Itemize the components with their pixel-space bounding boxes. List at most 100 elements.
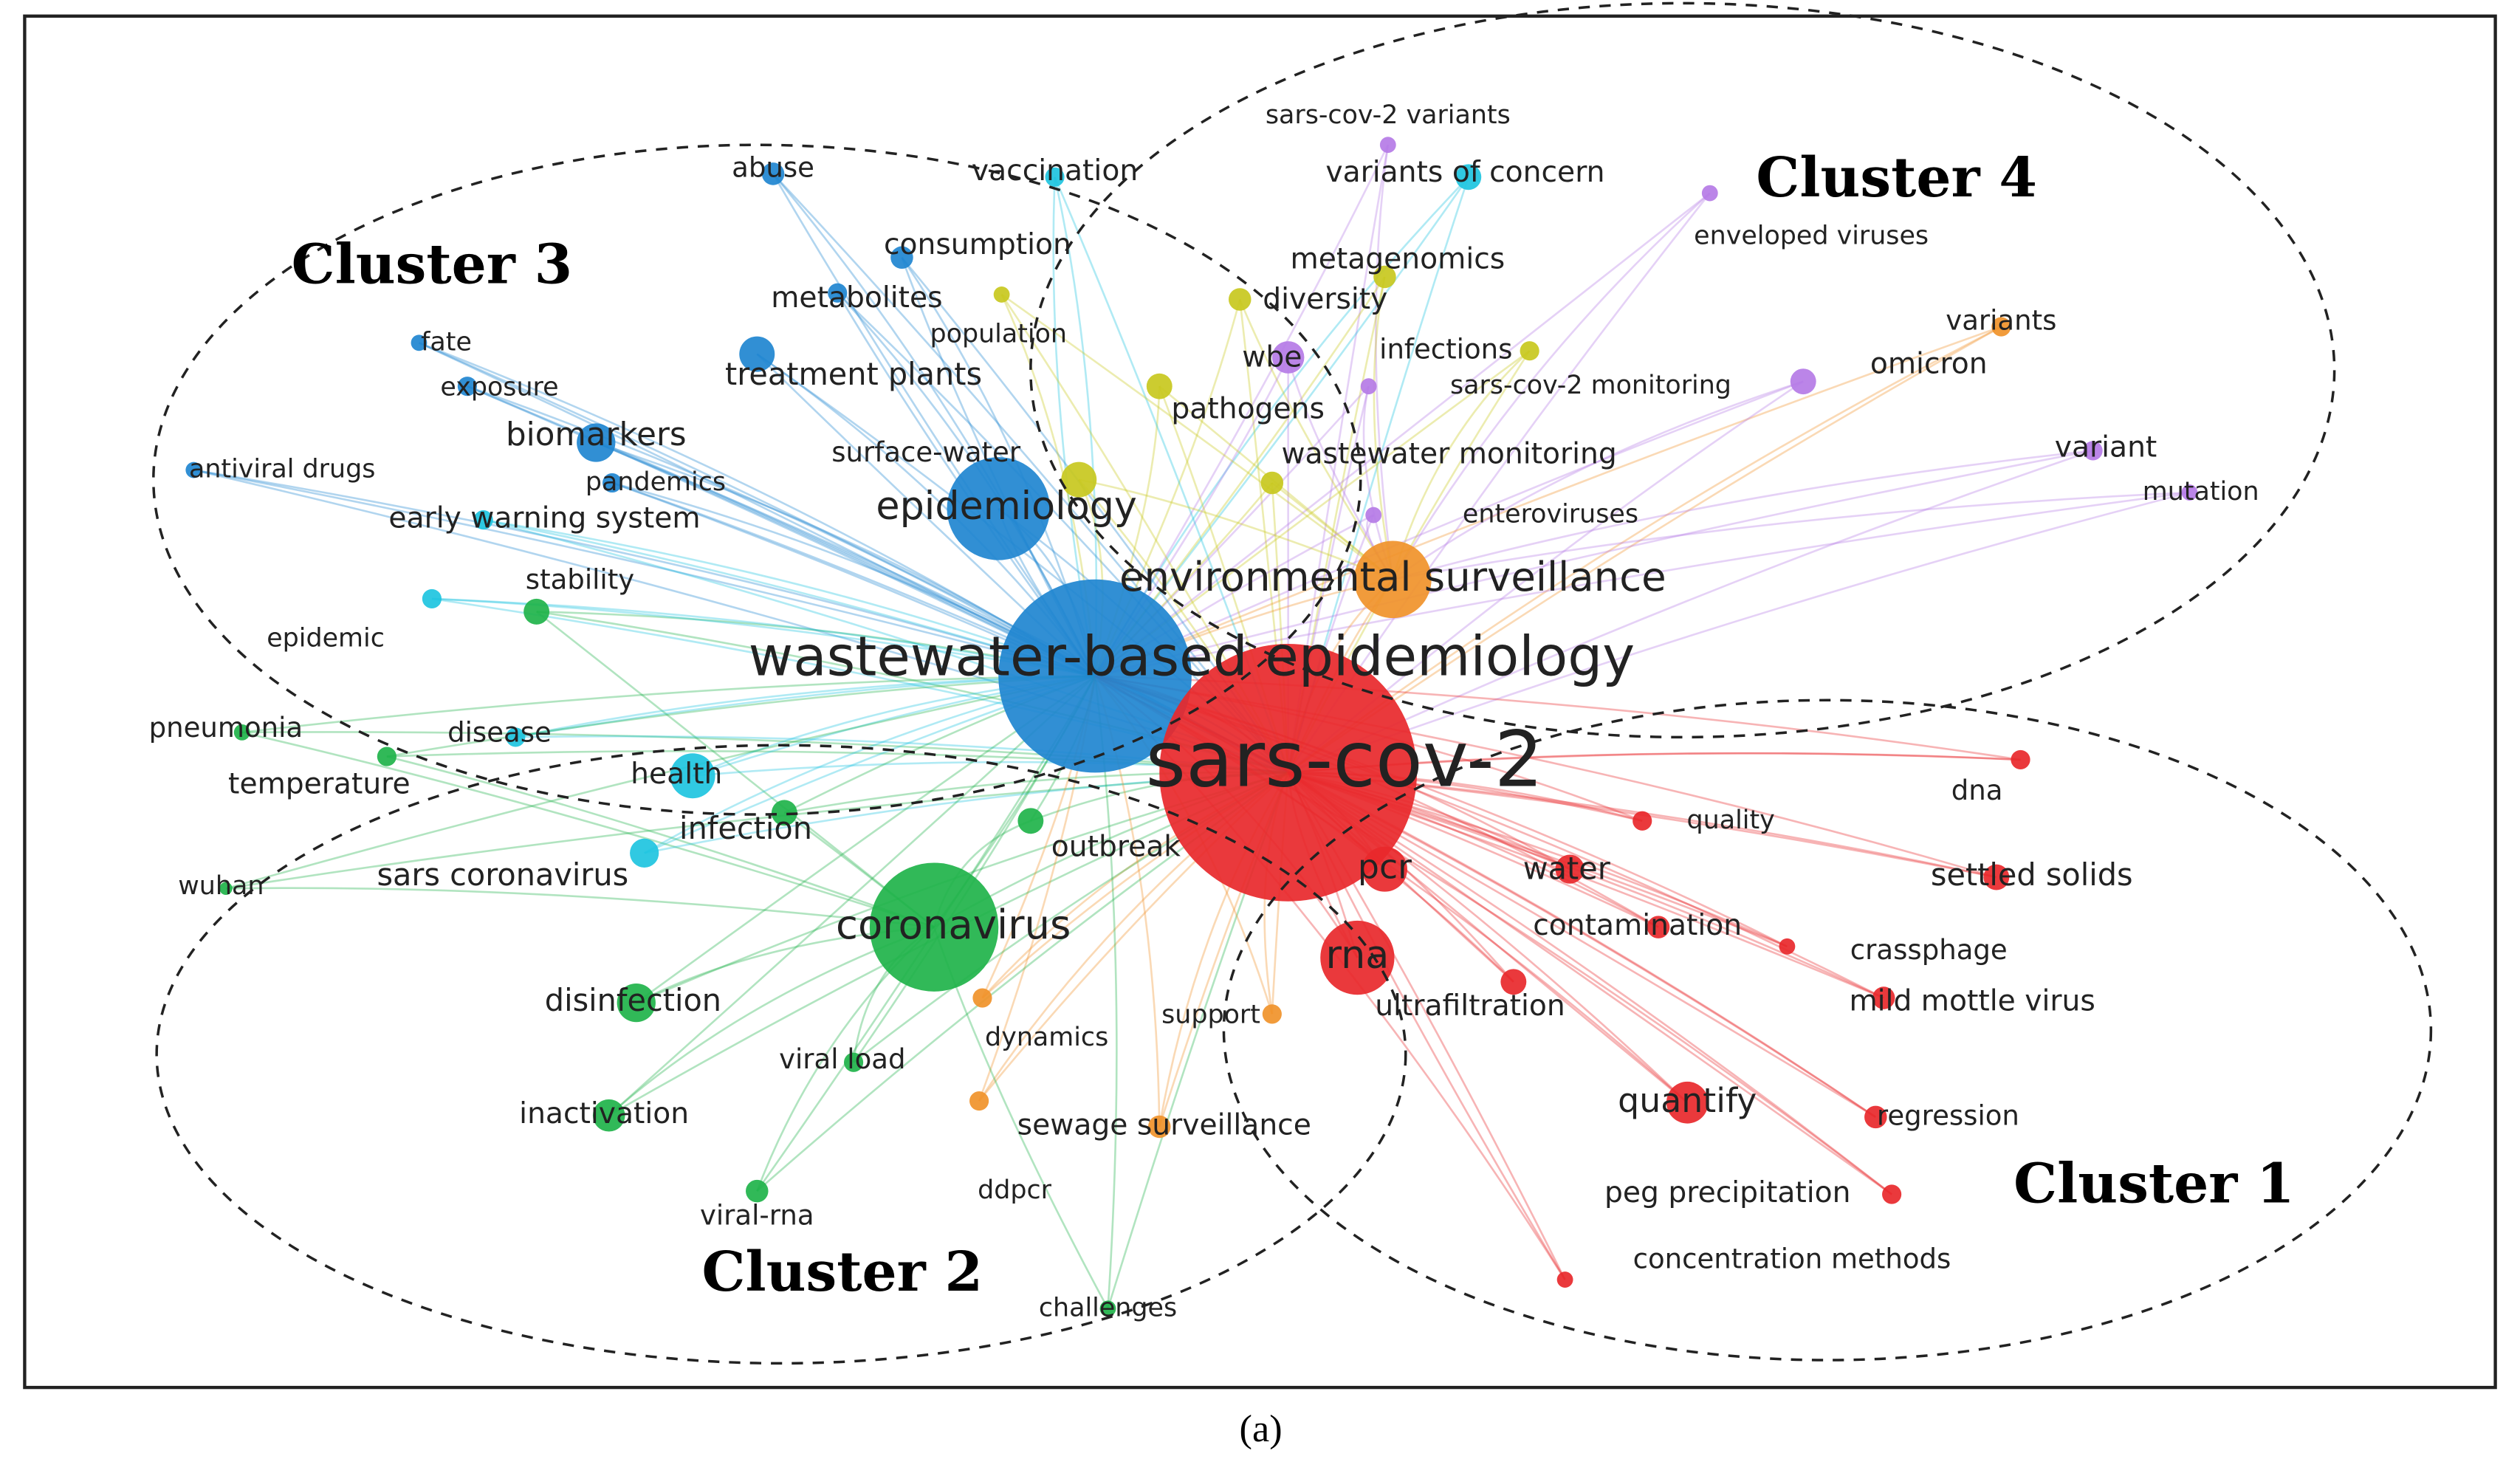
edge	[431, 597, 1096, 677]
node	[1555, 854, 1585, 884]
node-label: rna	[1325, 933, 1389, 978]
node-label: mild mottle virus	[1849, 985, 2095, 1018]
node	[219, 882, 233, 896]
node-label: wbe	[1242, 341, 1302, 374]
node-label: variants	[1946, 304, 2056, 336]
node	[457, 377, 477, 397]
node	[1520, 341, 1539, 361]
node-label: enveloped viruses	[1694, 221, 1929, 250]
node-label: wastewater monitoring	[1281, 437, 1616, 470]
edge	[535, 611, 935, 928]
node	[2083, 441, 2103, 461]
node-label: antiviral drugs	[189, 455, 375, 484]
node-label: environmental surveillance	[1119, 553, 1666, 600]
node-label: epidemic	[267, 623, 385, 653]
node	[1666, 1081, 1709, 1124]
node-label: consumption	[884, 228, 1071, 261]
node-label: infections	[1379, 334, 1512, 365]
edge	[1392, 380, 1804, 580]
node	[969, 1091, 989, 1111]
node-label: pneumonia	[149, 712, 303, 744]
edge	[1094, 192, 1711, 677]
node	[1147, 1115, 1171, 1139]
node-label: regression	[1877, 1099, 2019, 1131]
node	[1455, 164, 1482, 190]
node-label: variants of concern	[1325, 156, 1604, 189]
node-label: sewage surveillance	[1017, 1108, 1311, 1142]
labels: sars-cov-2 variants variants of concern me…	[149, 100, 2259, 1322]
edge	[467, 385, 1096, 677]
node-label: pcr	[1358, 848, 1412, 887]
edge	[1373, 276, 1394, 580]
edge	[1094, 176, 1469, 677]
cluster-outline	[1029, 1, 2336, 739]
node	[1061, 461, 1097, 498]
node-label: treatment plants	[725, 357, 982, 392]
node	[972, 988, 992, 1008]
node-label: biomarkers	[506, 416, 687, 453]
node-label: inactivation	[519, 1097, 689, 1130]
node-label: peg precipitation	[1604, 1176, 1850, 1209]
node	[1045, 167, 1065, 187]
node	[422, 588, 442, 609]
node	[602, 473, 622, 493]
node	[1991, 317, 2011, 337]
edge	[1375, 145, 1394, 580]
node-label: surface-water	[831, 436, 1021, 468]
node	[761, 162, 785, 185]
node	[577, 423, 616, 462]
edge	[1078, 478, 1393, 580]
node	[1500, 969, 1527, 995]
edge	[1288, 450, 2094, 774]
node	[2181, 484, 2198, 501]
node	[617, 983, 656, 1023]
node	[1360, 378, 1377, 395]
node-label: concentration methods	[1633, 1243, 1951, 1274]
node	[2011, 749, 2030, 770]
edge	[467, 385, 1096, 677]
edge	[225, 887, 935, 928]
edge	[193, 469, 1096, 677]
edge	[1000, 293, 1394, 580]
node	[1017, 808, 1044, 834]
node	[1365, 507, 1382, 524]
node-label: fate	[421, 327, 472, 357]
edge	[1094, 380, 1804, 677]
node-label: disinfection	[545, 983, 721, 1018]
node	[411, 334, 428, 351]
edge	[1392, 450, 2093, 581]
node-label: infection	[679, 811, 812, 846]
node-label: variant	[2055, 431, 2157, 464]
node-label: sars-cov-2 variants	[1266, 100, 1511, 130]
node	[1647, 916, 1670, 938]
node-label: pathogens	[1171, 392, 1324, 425]
node-label: health	[631, 758, 722, 791]
edge	[419, 342, 1096, 677]
node-label: support	[1161, 1000, 1260, 1030]
node	[592, 1099, 625, 1132]
node	[670, 753, 715, 799]
node	[1556, 1271, 1573, 1288]
edge	[1288, 491, 2190, 774]
node	[1320, 920, 1395, 995]
node	[746, 1179, 769, 1203]
node	[473, 510, 493, 530]
node	[998, 579, 1192, 773]
node-label: diversity	[1263, 283, 1387, 316]
node	[630, 838, 659, 868]
cluster-label: Cluster 4	[1756, 145, 2037, 210]
cluster-label: Cluster 1	[2013, 1151, 2295, 1215]
edge	[1239, 298, 1394, 580]
edge	[1094, 491, 2190, 677]
edge	[241, 731, 935, 928]
node-label: quantify	[1618, 1081, 1757, 1120]
node-label: water	[1523, 851, 1611, 886]
edge	[386, 755, 935, 928]
node-label: pandemics	[586, 467, 726, 497]
node	[1864, 1105, 1887, 1129]
node-label: sars coronavirus	[377, 857, 628, 893]
node-label: epidemiology	[876, 484, 1136, 529]
node	[1790, 368, 1816, 395]
node	[1779, 938, 1796, 955]
